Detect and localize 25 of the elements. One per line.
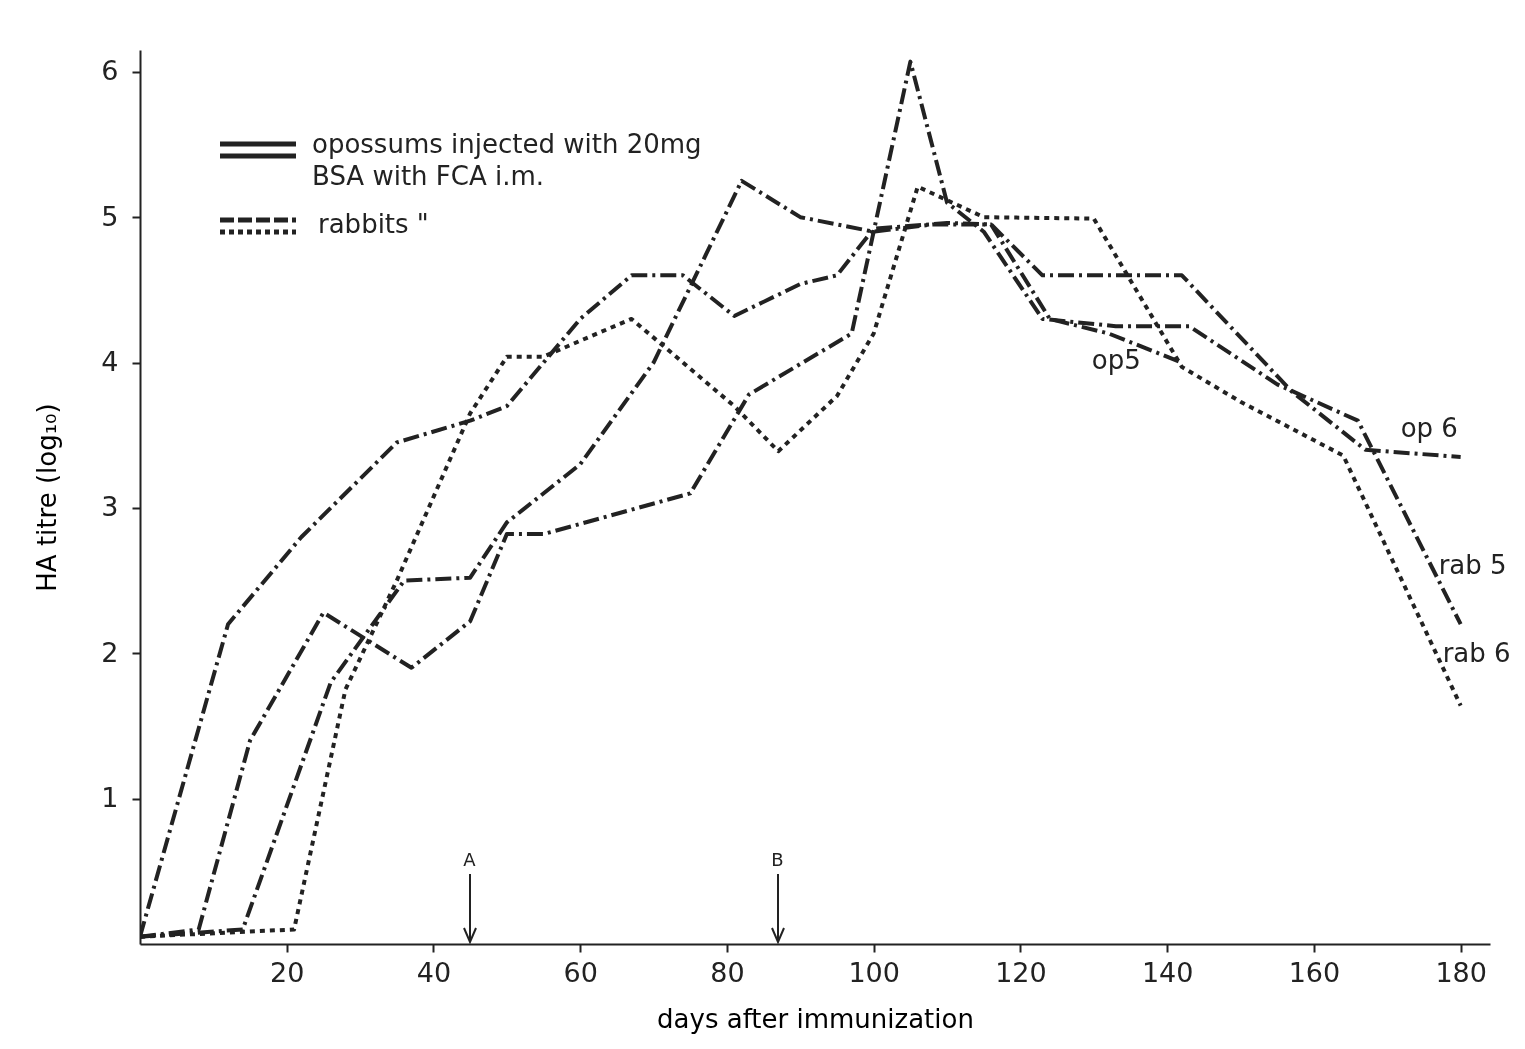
y-tick-label: 5: [101, 200, 119, 232]
x-tick-label: 140: [1141, 956, 1194, 988]
x-tick-label: 120: [995, 956, 1047, 988]
y-tick-label: 3: [101, 491, 119, 523]
x-tick-label: 20: [270, 956, 305, 988]
annotation: opossums injected with 20mg BSA with FCA i.m.: [312, 128, 703, 192]
x-tick-label: 60: [563, 956, 598, 988]
annotation: B: [771, 848, 784, 872]
annotation: A: [463, 848, 476, 872]
y-tick-label: 4: [101, 346, 119, 378]
series-label: rab 6: [1442, 637, 1511, 668]
y-tick-label: 6: [101, 55, 119, 87]
y-tick-label: 2: [101, 636, 119, 668]
x-tick-label: 160: [1288, 956, 1341, 988]
x-tick-label: 80: [710, 956, 745, 988]
series-label: op 6: [1400, 413, 1458, 444]
series-label: op5: [1091, 344, 1141, 375]
x-tick-label: 100: [848, 956, 900, 988]
x-axis-title: days after immunization: [657, 1003, 974, 1034]
y-axis-title: HA titre (log₁₀): [32, 403, 63, 592]
series-label: rab 5: [1438, 550, 1507, 581]
x-tick-label: 180: [1435, 956, 1487, 988]
x-tick-label: 40: [416, 956, 452, 988]
annotation: rabbits ": [318, 208, 429, 240]
y-tick-label: 1: [101, 782, 119, 814]
